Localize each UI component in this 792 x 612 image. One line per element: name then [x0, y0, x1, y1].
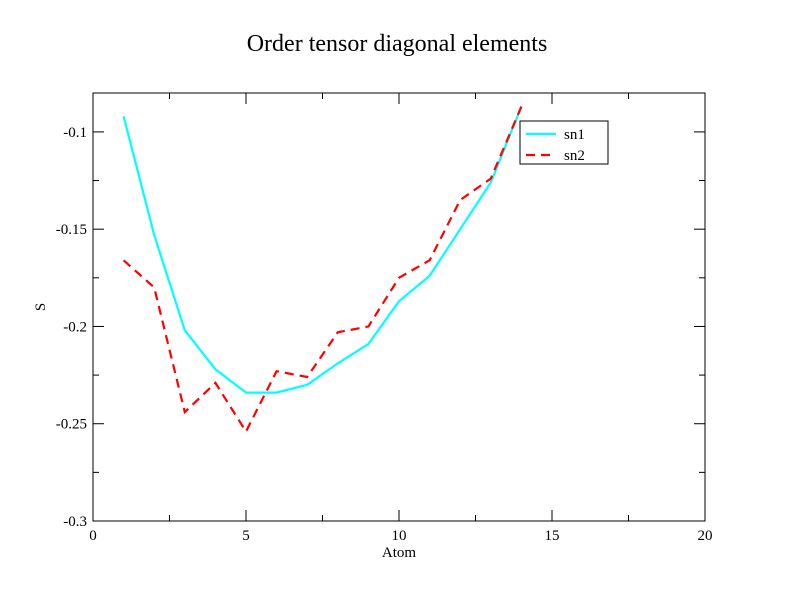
- y-tick-label: -0.2: [63, 319, 87, 335]
- legend-box: [519, 120, 609, 165]
- y-axis-label: S: [33, 303, 49, 311]
- y-tick-label: -0.1: [63, 125, 87, 141]
- x-tick-label: 0: [89, 528, 97, 544]
- series-lines: [122, 106, 523, 434]
- y-tick-label: -0.15: [56, 222, 87, 238]
- legend-label-sn1: sn1: [564, 127, 585, 143]
- x-tick-label: 5: [242, 528, 250, 544]
- chart-title: Order tensor diagonal elements: [247, 31, 548, 57]
- x-tick-label: 20: [698, 528, 713, 544]
- x-tick-label: 15: [545, 528, 560, 544]
- y-tick-label: -0.25: [56, 417, 87, 433]
- x-axis-label: Atom: [382, 545, 417, 561]
- series-line-sn2: [122, 106, 523, 434]
- x-tick-label: 10: [392, 528, 407, 544]
- plot-frame: [92, 92, 706, 522]
- y-tick-label: -0.3: [63, 514, 87, 530]
- series-line-sn1: [122, 106, 523, 394]
- axis-ticks: 0 5 10 15 20 -0.3 -0.25 -0.2 -0.15 -0.1: [56, 93, 713, 544]
- legend-label-sn2: sn2: [564, 148, 585, 164]
